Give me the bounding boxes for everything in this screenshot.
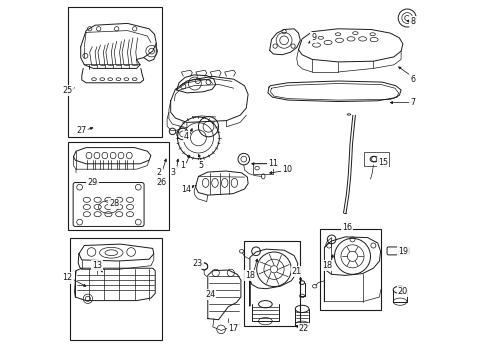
Text: 15: 15 (377, 158, 387, 167)
Bar (244, 241, 300, 326)
Text: 3: 3 (170, 167, 175, 176)
Text: 25: 25 (62, 86, 72, 95)
Text: 28: 28 (109, 199, 119, 208)
Text: 17: 17 (227, 324, 238, 333)
Text: 18: 18 (322, 261, 332, 270)
Text: 20: 20 (397, 287, 407, 296)
Text: 14: 14 (181, 184, 191, 194)
Text: 21: 21 (291, 267, 301, 276)
Text: 5: 5 (198, 161, 203, 170)
Text: 10: 10 (282, 165, 291, 174)
Text: 11: 11 (268, 159, 278, 168)
Text: 1: 1 (180, 161, 184, 170)
Text: 23: 23 (192, 259, 203, 268)
Text: 22: 22 (298, 324, 308, 333)
Text: 16: 16 (342, 223, 351, 232)
Text: 8: 8 (409, 17, 415, 26)
Text: 12: 12 (62, 274, 72, 282)
Text: 7: 7 (409, 98, 415, 107)
Text: 27: 27 (77, 126, 87, 135)
FancyBboxPatch shape (386, 247, 408, 255)
Text: 29: 29 (87, 178, 98, 187)
Bar (320, 229, 381, 310)
Text: 4: 4 (183, 132, 188, 141)
Bar (68, 7, 162, 137)
Text: 2: 2 (156, 167, 162, 176)
Text: 18: 18 (244, 271, 254, 280)
Bar (253, 163, 273, 174)
Text: 9: 9 (310, 33, 316, 42)
FancyBboxPatch shape (73, 183, 144, 226)
Bar (70, 238, 162, 340)
Bar (363, 152, 388, 166)
Text: 26: 26 (156, 178, 166, 187)
Bar (68, 142, 168, 230)
Text: 13: 13 (92, 261, 102, 270)
Text: 19: 19 (397, 247, 407, 256)
Text: 24: 24 (205, 290, 215, 299)
Text: 6: 6 (409, 75, 415, 84)
